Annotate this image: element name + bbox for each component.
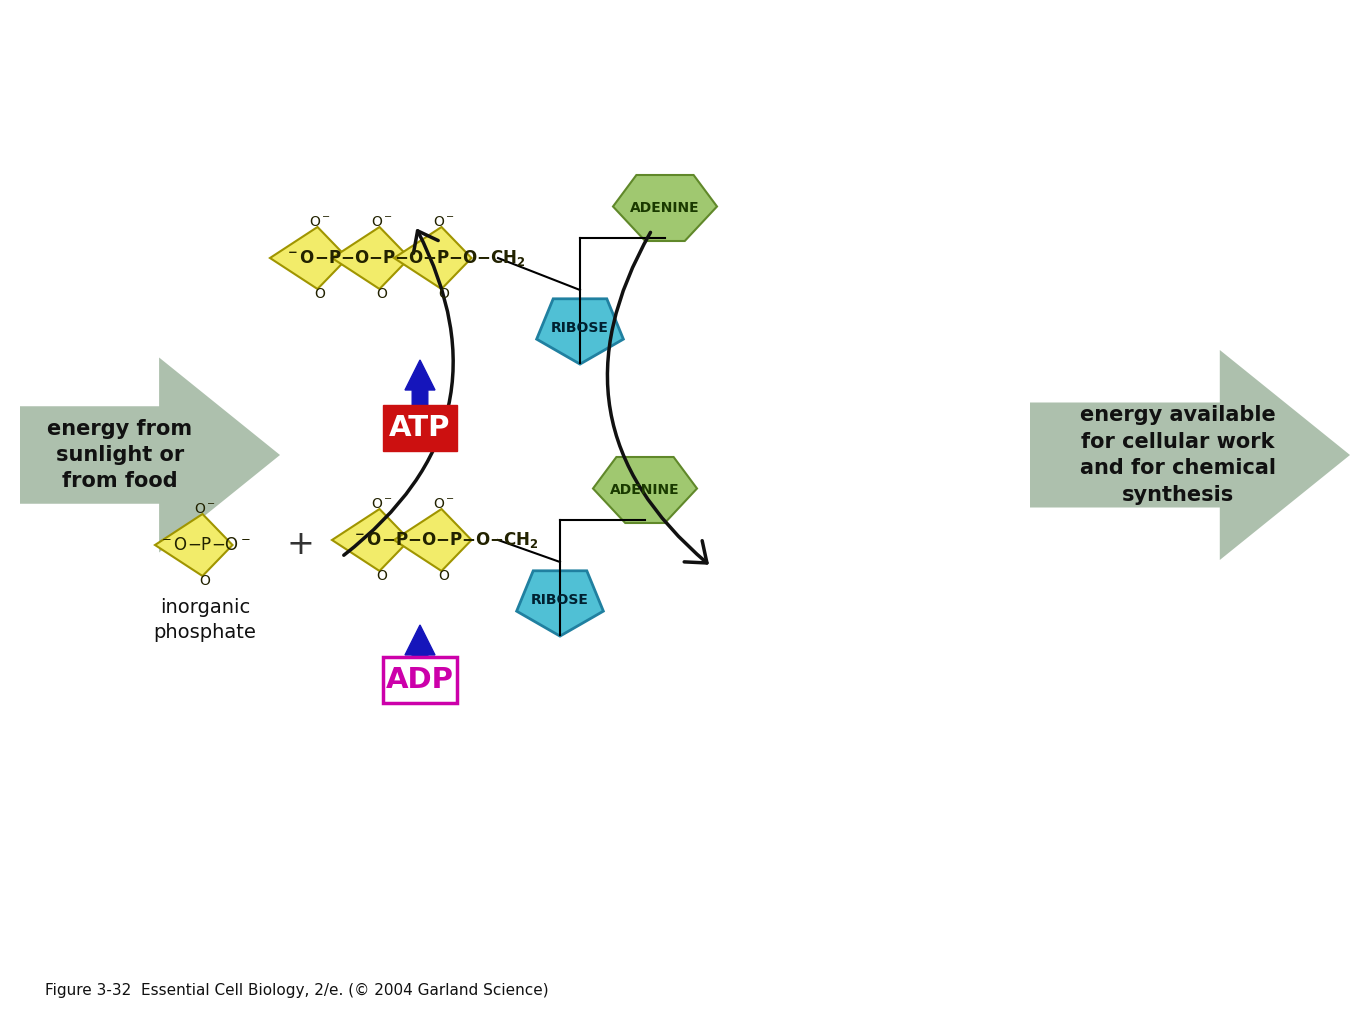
Text: $\rm O^-$: $\rm O^-$: [371, 215, 393, 229]
Polygon shape: [332, 509, 409, 571]
FancyArrowPatch shape: [343, 231, 453, 555]
Text: energy from
sunlight or
from food: energy from sunlight or from food: [48, 418, 193, 492]
Text: $\mathbf{^-O{-}P{-}O{-}P{-}O{-}P{-}O{-}CH_2}$: $\mathbf{^-O{-}P{-}O{-}P{-}O{-}P{-}O{-}C…: [285, 248, 525, 268]
Text: $\rm O$: $\rm O$: [198, 574, 211, 588]
FancyBboxPatch shape: [383, 657, 457, 703]
Polygon shape: [613, 175, 717, 241]
Text: +: +: [286, 528, 313, 562]
Text: $\rm O^-$: $\rm O^-$: [371, 497, 393, 511]
Polygon shape: [405, 625, 435, 665]
Text: inorganic
phosphate: inorganic phosphate: [153, 598, 256, 642]
Polygon shape: [269, 227, 347, 289]
Polygon shape: [536, 299, 624, 364]
Polygon shape: [592, 457, 698, 523]
Polygon shape: [394, 227, 472, 289]
Text: $\rm O$: $\rm O$: [438, 569, 450, 583]
Polygon shape: [517, 571, 603, 636]
Polygon shape: [1030, 350, 1350, 560]
Text: $\rm O^-$: $\rm O^-$: [309, 215, 331, 229]
FancyBboxPatch shape: [383, 405, 457, 451]
Polygon shape: [155, 514, 233, 576]
Text: RIBOSE: RIBOSE: [551, 321, 609, 335]
Text: RIBOSE: RIBOSE: [531, 593, 590, 607]
Text: $\rm O$: $\rm O$: [313, 287, 326, 301]
Text: ADENINE: ADENINE: [631, 201, 700, 215]
Text: $\rm O^-$: $\rm O^-$: [432, 497, 456, 511]
Text: $\rm O^-$: $\rm O^-$: [194, 502, 216, 516]
Text: $\rm O^-$: $\rm O^-$: [432, 215, 456, 229]
Text: energy available
for cellular work
and for chemical
synthesis: energy available for cellular work and f…: [1079, 405, 1276, 505]
Polygon shape: [394, 509, 472, 571]
Text: $\mathbf{^-O{-}P{-}O{-}P{-}O{-}CH_2}$: $\mathbf{^-O{-}P{-}O{-}P{-}O{-}CH_2}$: [352, 530, 539, 550]
FancyArrowPatch shape: [607, 232, 707, 563]
Polygon shape: [405, 360, 435, 405]
Text: ADENINE: ADENINE: [610, 483, 680, 497]
Text: Figure 3-32  Essential Cell Biology, 2/e. (© 2004 Garland Science): Figure 3-32 Essential Cell Biology, 2/e.…: [45, 982, 549, 998]
Text: $\rm O$: $\rm O$: [376, 287, 389, 301]
Text: $\rm ^-O{-}P{-}O^-$: $\rm ^-O{-}P{-}O^-$: [159, 536, 250, 554]
Polygon shape: [21, 357, 280, 553]
Text: ADP: ADP: [386, 666, 454, 694]
Polygon shape: [332, 227, 409, 289]
Text: $\rm O$: $\rm O$: [376, 569, 389, 583]
Text: ATP: ATP: [390, 414, 450, 442]
Text: $\rm O$: $\rm O$: [438, 287, 450, 301]
